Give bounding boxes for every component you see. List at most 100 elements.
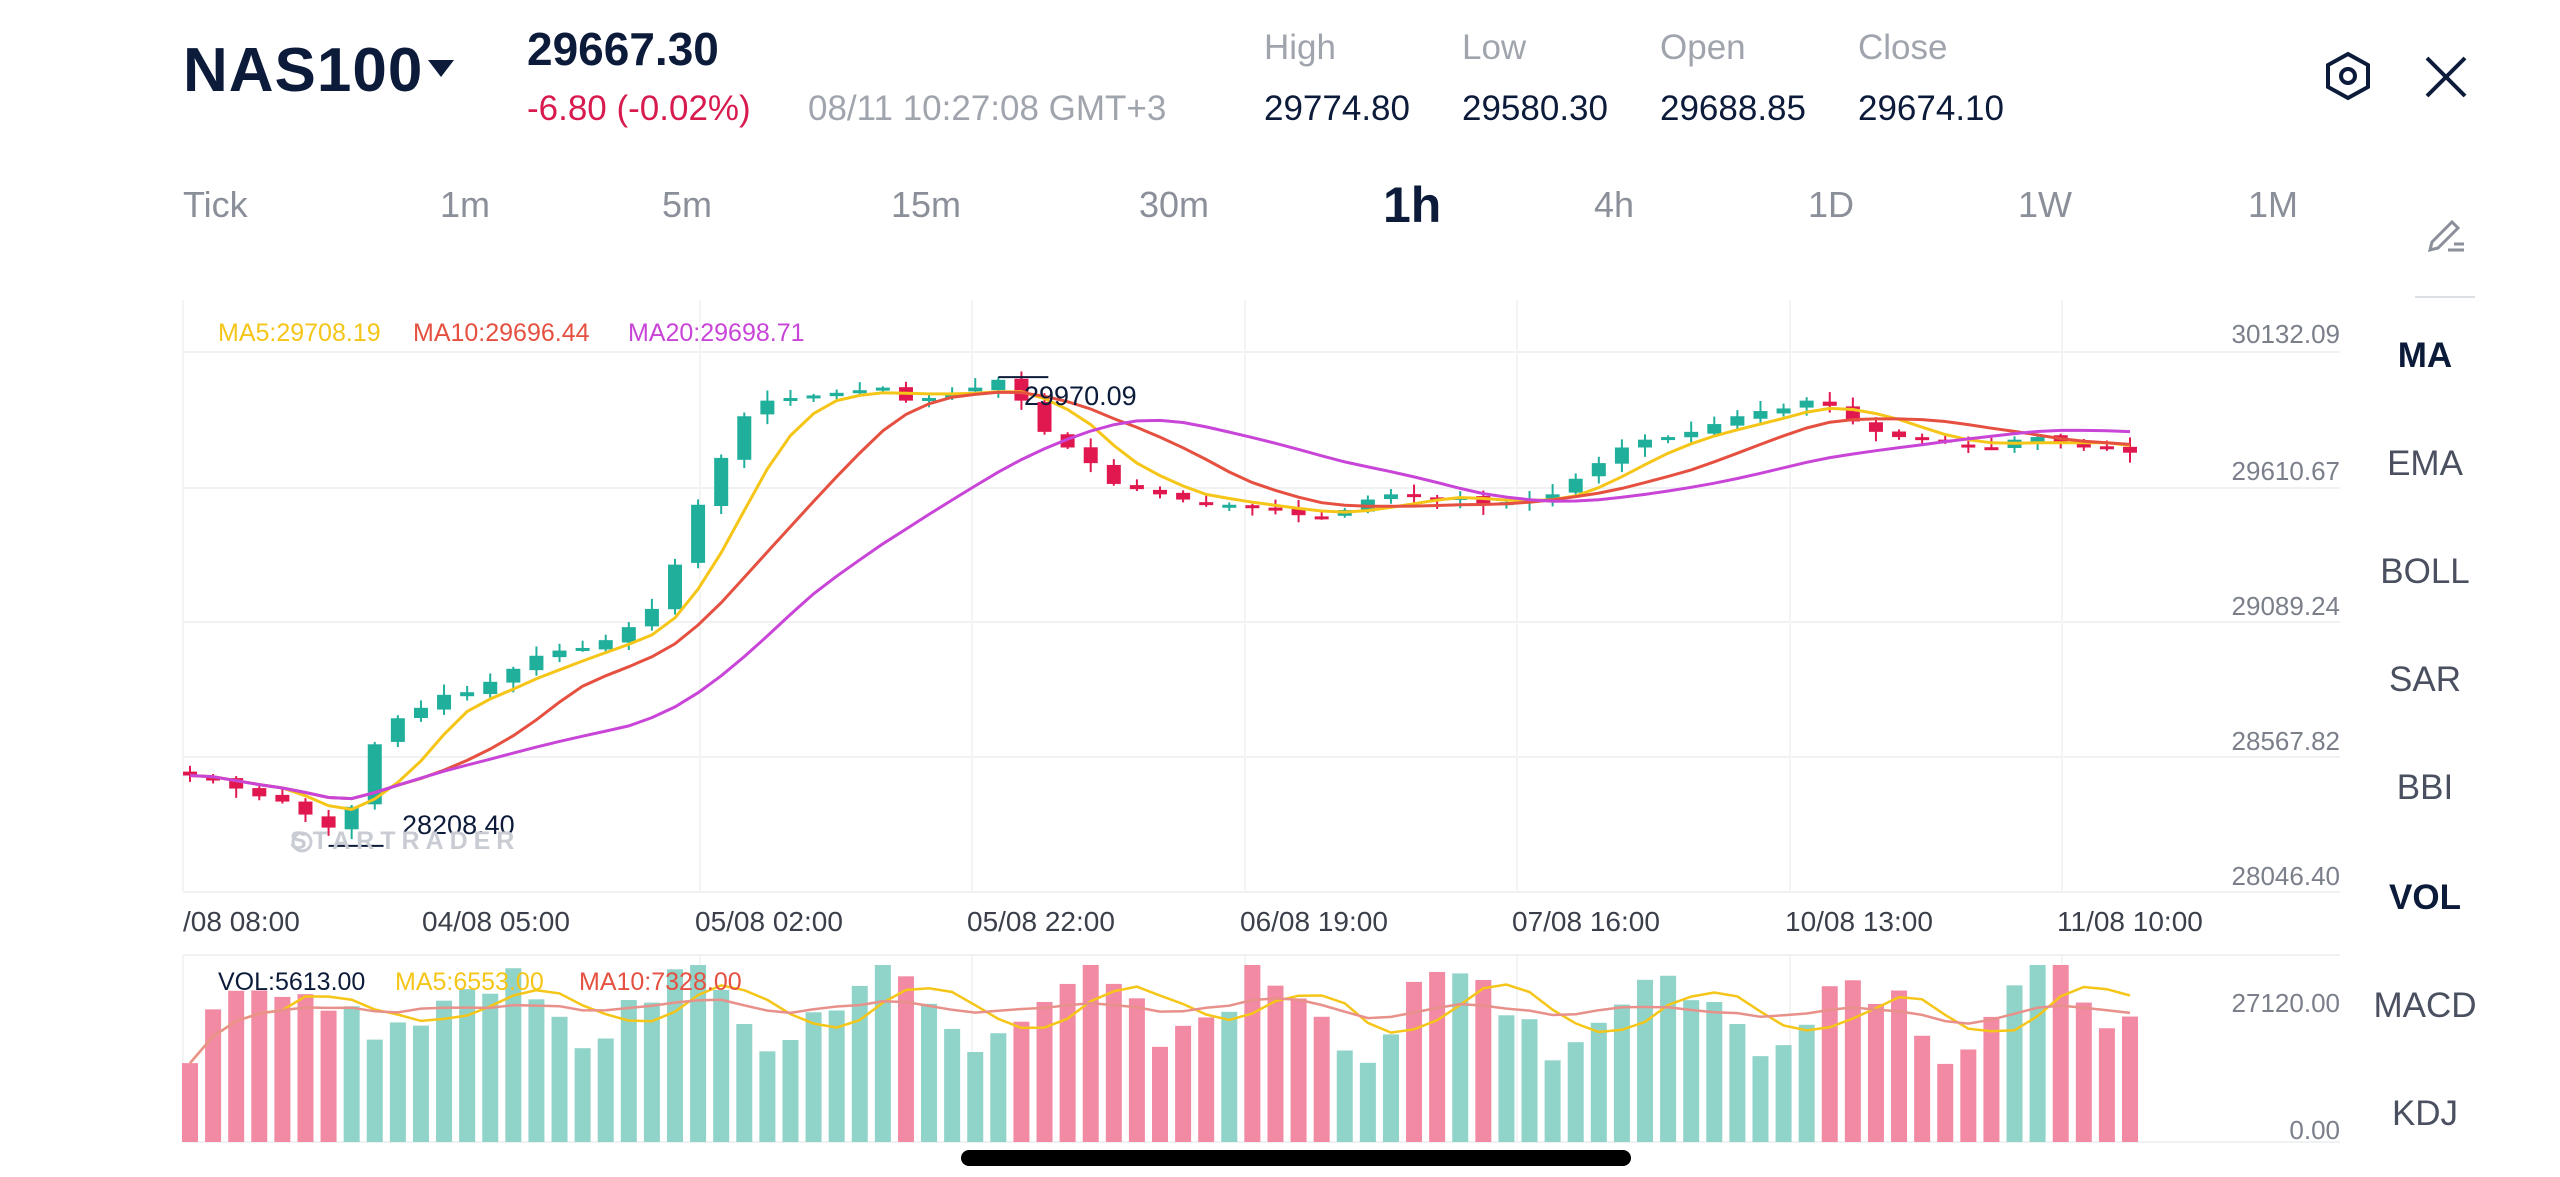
candle-body (321, 816, 336, 828)
candle-body (875, 387, 890, 391)
y-tick: 29089.24 (2231, 591, 2340, 621)
close-icon[interactable] (2423, 54, 2469, 100)
indicator-vol[interactable]: VOL (2389, 878, 2461, 917)
candle-body (806, 395, 821, 399)
candle-body (829, 392, 844, 397)
candle-body (1822, 401, 1837, 406)
volume-bar (1175, 1025, 1192, 1142)
volume-bar (1313, 1016, 1330, 1142)
volume-bar (1937, 1063, 1954, 1142)
x-tick: 07/08 16:00 (1512, 906, 1660, 937)
volume-bar (759, 1051, 776, 1142)
close-label: Close (1858, 28, 1948, 67)
tab-1h[interactable]: 1h (1383, 177, 1442, 233)
candle-body (1776, 408, 1791, 414)
candle-body (1568, 478, 1583, 493)
y-tick: 29610.67 (2231, 456, 2340, 486)
candle-body (460, 692, 475, 697)
volume-bar (1013, 1021, 1030, 1142)
legend-ma5: MA5:29708.19 (218, 319, 381, 347)
tab-1m-month[interactable]: 1M (2248, 184, 2299, 225)
candle-body (852, 390, 867, 394)
chevron-down-icon[interactable] (428, 60, 454, 77)
candle-body (1314, 516, 1329, 520)
pencil-draw-icon[interactable] (2424, 210, 2470, 256)
tab-1m[interactable]: 1m (440, 184, 491, 225)
tab-5m[interactable]: 5m (662, 184, 713, 225)
candle-body (2030, 437, 2045, 443)
indicator-ma[interactable]: MA (2397, 336, 2453, 375)
volume-bar (1660, 975, 1677, 1142)
tab-1w[interactable]: 1W (2018, 184, 2072, 225)
candle-body (367, 744, 382, 805)
candlestick-chart[interactable] (0, 0, 2400, 1177)
volume-bar (2029, 965, 2046, 1142)
candle-body (1591, 463, 1606, 477)
symbol-selector[interactable]: NAS100 (183, 36, 424, 105)
candle-body (1014, 378, 1029, 401)
ma20-line (189, 418, 2131, 801)
current-price: 29667.30 (527, 23, 719, 75)
candle-body (691, 504, 706, 563)
indicator-boll[interactable]: BOLL (2380, 552, 2470, 591)
indicator-bbi[interactable]: BBI (2396, 768, 2454, 807)
volume-bar (690, 965, 707, 1142)
volume-bar (574, 1048, 591, 1142)
candle-body (344, 806, 359, 830)
tab-tick[interactable]: Tick (183, 184, 248, 225)
high-value: 29774.80 (1264, 89, 1410, 128)
volume-bar (1752, 1056, 1769, 1142)
volume-bar (921, 1003, 938, 1142)
candle-body (252, 788, 267, 797)
legend-vol-ma5: MA5:6553.00 (395, 968, 544, 996)
volume-bar (366, 1039, 383, 1142)
candle-body (1407, 494, 1422, 498)
tab-15m[interactable]: 15m (891, 184, 962, 225)
candle-body (206, 777, 221, 781)
indicator-sar[interactable]: SAR (2389, 660, 2461, 699)
volume-bar (1128, 998, 1145, 1142)
volume-bar (2075, 1002, 2092, 1142)
candle-body (1222, 504, 1237, 508)
volume-bar (1498, 1015, 1515, 1142)
candle-body (1915, 437, 1930, 441)
price-change: -6.80 (-0.02%) (527, 89, 751, 128)
candle-body (783, 398, 798, 402)
volume-bar (1521, 1019, 1538, 1142)
tab-30m[interactable]: 30m (1139, 184, 1210, 225)
volume-bar (2006, 985, 2023, 1142)
indicator-kdj[interactable]: KDJ (2391, 1094, 2459, 1133)
volume-bar (597, 1038, 614, 1142)
candle-body (437, 694, 452, 710)
open-label: Open (1660, 28, 1746, 67)
volume-bar (297, 994, 314, 1142)
low-marker-label: 28208.40 (402, 810, 515, 840)
hexagon-settings-icon[interactable] (2322, 50, 2374, 102)
candle-body (1291, 507, 1306, 516)
volume-bar (944, 1028, 961, 1142)
legend-ma10: MA10:29696.44 (413, 319, 590, 347)
volume-bar (990, 1033, 1007, 1142)
candle-body (1129, 485, 1144, 490)
candle-body (1684, 431, 1699, 438)
watermark-logo: STARTRADER (290, 827, 521, 855)
candle-body (298, 801, 313, 815)
y-tick: 28567.82 (2231, 726, 2340, 756)
candle-body (1545, 494, 1560, 500)
legend-vol-ma10: MA10:7328.00 (579, 968, 742, 996)
candle-body (968, 387, 983, 392)
candle-body (644, 608, 659, 627)
low-value: 29580.30 (1462, 89, 1608, 128)
volume-bar (1082, 965, 1099, 1142)
indicator-macd[interactable]: MACD (2373, 986, 2477, 1025)
candle-body (1892, 431, 1907, 438)
candle-body (621, 627, 636, 643)
volume-bar (343, 1006, 360, 1142)
volume-bar (389, 1022, 406, 1142)
tab-4h[interactable]: 4h (1594, 184, 1635, 225)
x-tick: 05/08 22:00 (967, 906, 1115, 937)
indicator-ema[interactable]: EMA (2387, 444, 2463, 483)
tab-1d[interactable]: 1D (1808, 184, 1855, 225)
low-label: Low (1462, 28, 1527, 67)
close-value: 29674.10 (1858, 89, 2004, 128)
